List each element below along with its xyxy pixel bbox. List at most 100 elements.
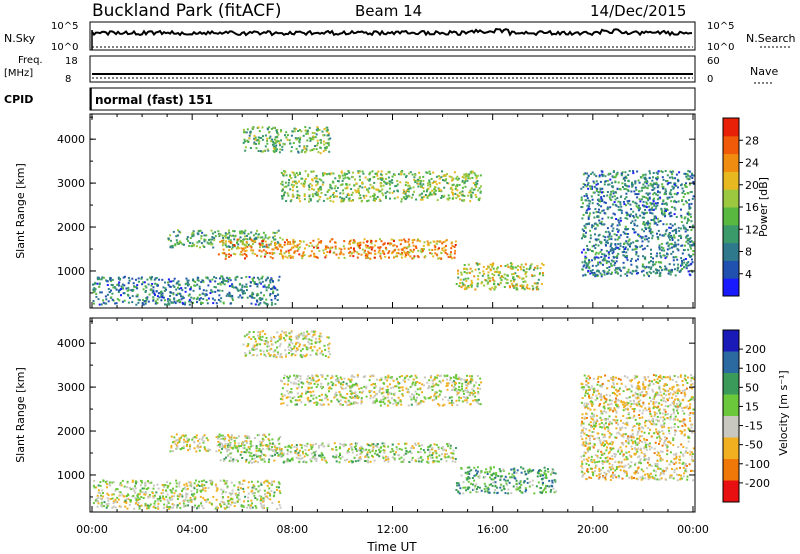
power-cell (144, 291, 147, 293)
power-cell (360, 253, 363, 256)
power-cell (589, 185, 592, 188)
power-cell (606, 179, 609, 182)
power-cell (691, 197, 694, 200)
velocity-cell (297, 457, 300, 460)
power-cell (237, 247, 240, 250)
power-cell (582, 183, 585, 185)
power-cell (303, 147, 306, 150)
power-cell (673, 206, 676, 209)
power-cell (254, 240, 257, 243)
power-cell (266, 128, 269, 131)
power-cell (136, 284, 139, 287)
velocity-cell (247, 435, 250, 438)
velocity-cell (123, 495, 126, 498)
velocity-cell (228, 439, 231, 442)
power-cell (686, 264, 689, 267)
power-cell (308, 197, 311, 200)
power-cell (583, 260, 586, 263)
velocity-cell (277, 481, 280, 484)
power-cell (617, 208, 620, 211)
power-cell (98, 278, 101, 281)
power-cell (656, 186, 659, 189)
velocity-cell (140, 504, 143, 507)
power-cell (455, 283, 458, 285)
velocity-cell (197, 483, 200, 486)
velocity-cell (263, 434, 266, 437)
velocity-cell (553, 491, 556, 494)
power-cell (688, 238, 691, 241)
velocity-cell (322, 445, 325, 448)
power-cell (225, 245, 228, 248)
power-cell (678, 229, 681, 232)
power-cell (539, 272, 541, 275)
velocity-cell (282, 454, 285, 457)
velocity-cell (242, 487, 245, 490)
velocity-cell (215, 485, 218, 488)
power-cell (676, 247, 679, 250)
power-cell (218, 235, 221, 238)
power-cell (387, 176, 390, 179)
power-cell (471, 170, 474, 173)
power-cell (390, 238, 393, 241)
velocity-cell (153, 504, 156, 507)
velocity-cell (253, 485, 256, 488)
power-cell (259, 297, 262, 300)
power-cell (361, 170, 364, 173)
power-cell (475, 177, 478, 180)
power-cell (268, 126, 271, 129)
power-cell (588, 266, 591, 269)
power-cell (282, 143, 285, 146)
power-cell (470, 172, 473, 175)
velocity-cell (375, 449, 377, 452)
power-cell (405, 254, 407, 257)
velocity-cell (247, 492, 250, 495)
power-cell (594, 227, 597, 230)
power-cell (258, 130, 261, 133)
velocity-cell (108, 481, 111, 484)
power-cell (278, 275, 281, 278)
power-cell (244, 250, 247, 252)
power-cell (489, 280, 492, 283)
power-cell (270, 140, 273, 143)
power-cell (445, 239, 448, 242)
power-cell (603, 257, 606, 260)
power-cell (681, 244, 684, 247)
power-cell (630, 208, 633, 211)
velocity-cell (203, 434, 206, 437)
power-cell (628, 170, 631, 172)
velocity-cell (162, 497, 165, 500)
velocity-cell (278, 504, 281, 506)
power-cell (458, 183, 461, 186)
power-cell (591, 269, 594, 272)
power-cell (92, 291, 95, 294)
power-cell (641, 228, 644, 231)
power-cell (662, 223, 665, 226)
velocity-cell (228, 506, 231, 509)
velocity-cell (277, 500, 280, 503)
velocity-cell (250, 504, 253, 507)
power-cell (514, 266, 517, 269)
power-cell (614, 271, 617, 274)
power-cell (334, 247, 337, 250)
velocity-cell (350, 446, 353, 449)
velocity-cell (271, 480, 274, 483)
power-cell (421, 198, 424, 201)
power-cell (281, 148, 284, 151)
velocity-cell (251, 492, 254, 495)
power-cell (281, 195, 283, 197)
power-cell (461, 179, 464, 182)
velocity-cell (296, 452, 299, 455)
velocity-cell (343, 443, 346, 446)
power-cell (131, 301, 134, 304)
power-cell (621, 171, 624, 174)
power-cell (315, 148, 318, 151)
power-cell (342, 192, 345, 195)
power-cell (419, 183, 422, 186)
velocity-cell (92, 502, 95, 505)
power-cell (316, 192, 319, 195)
power-cell (212, 302, 215, 305)
velocity-cell (548, 485, 551, 488)
power-cell (375, 239, 378, 242)
velocity-cell (104, 481, 107, 484)
power-cell (455, 185, 458, 188)
